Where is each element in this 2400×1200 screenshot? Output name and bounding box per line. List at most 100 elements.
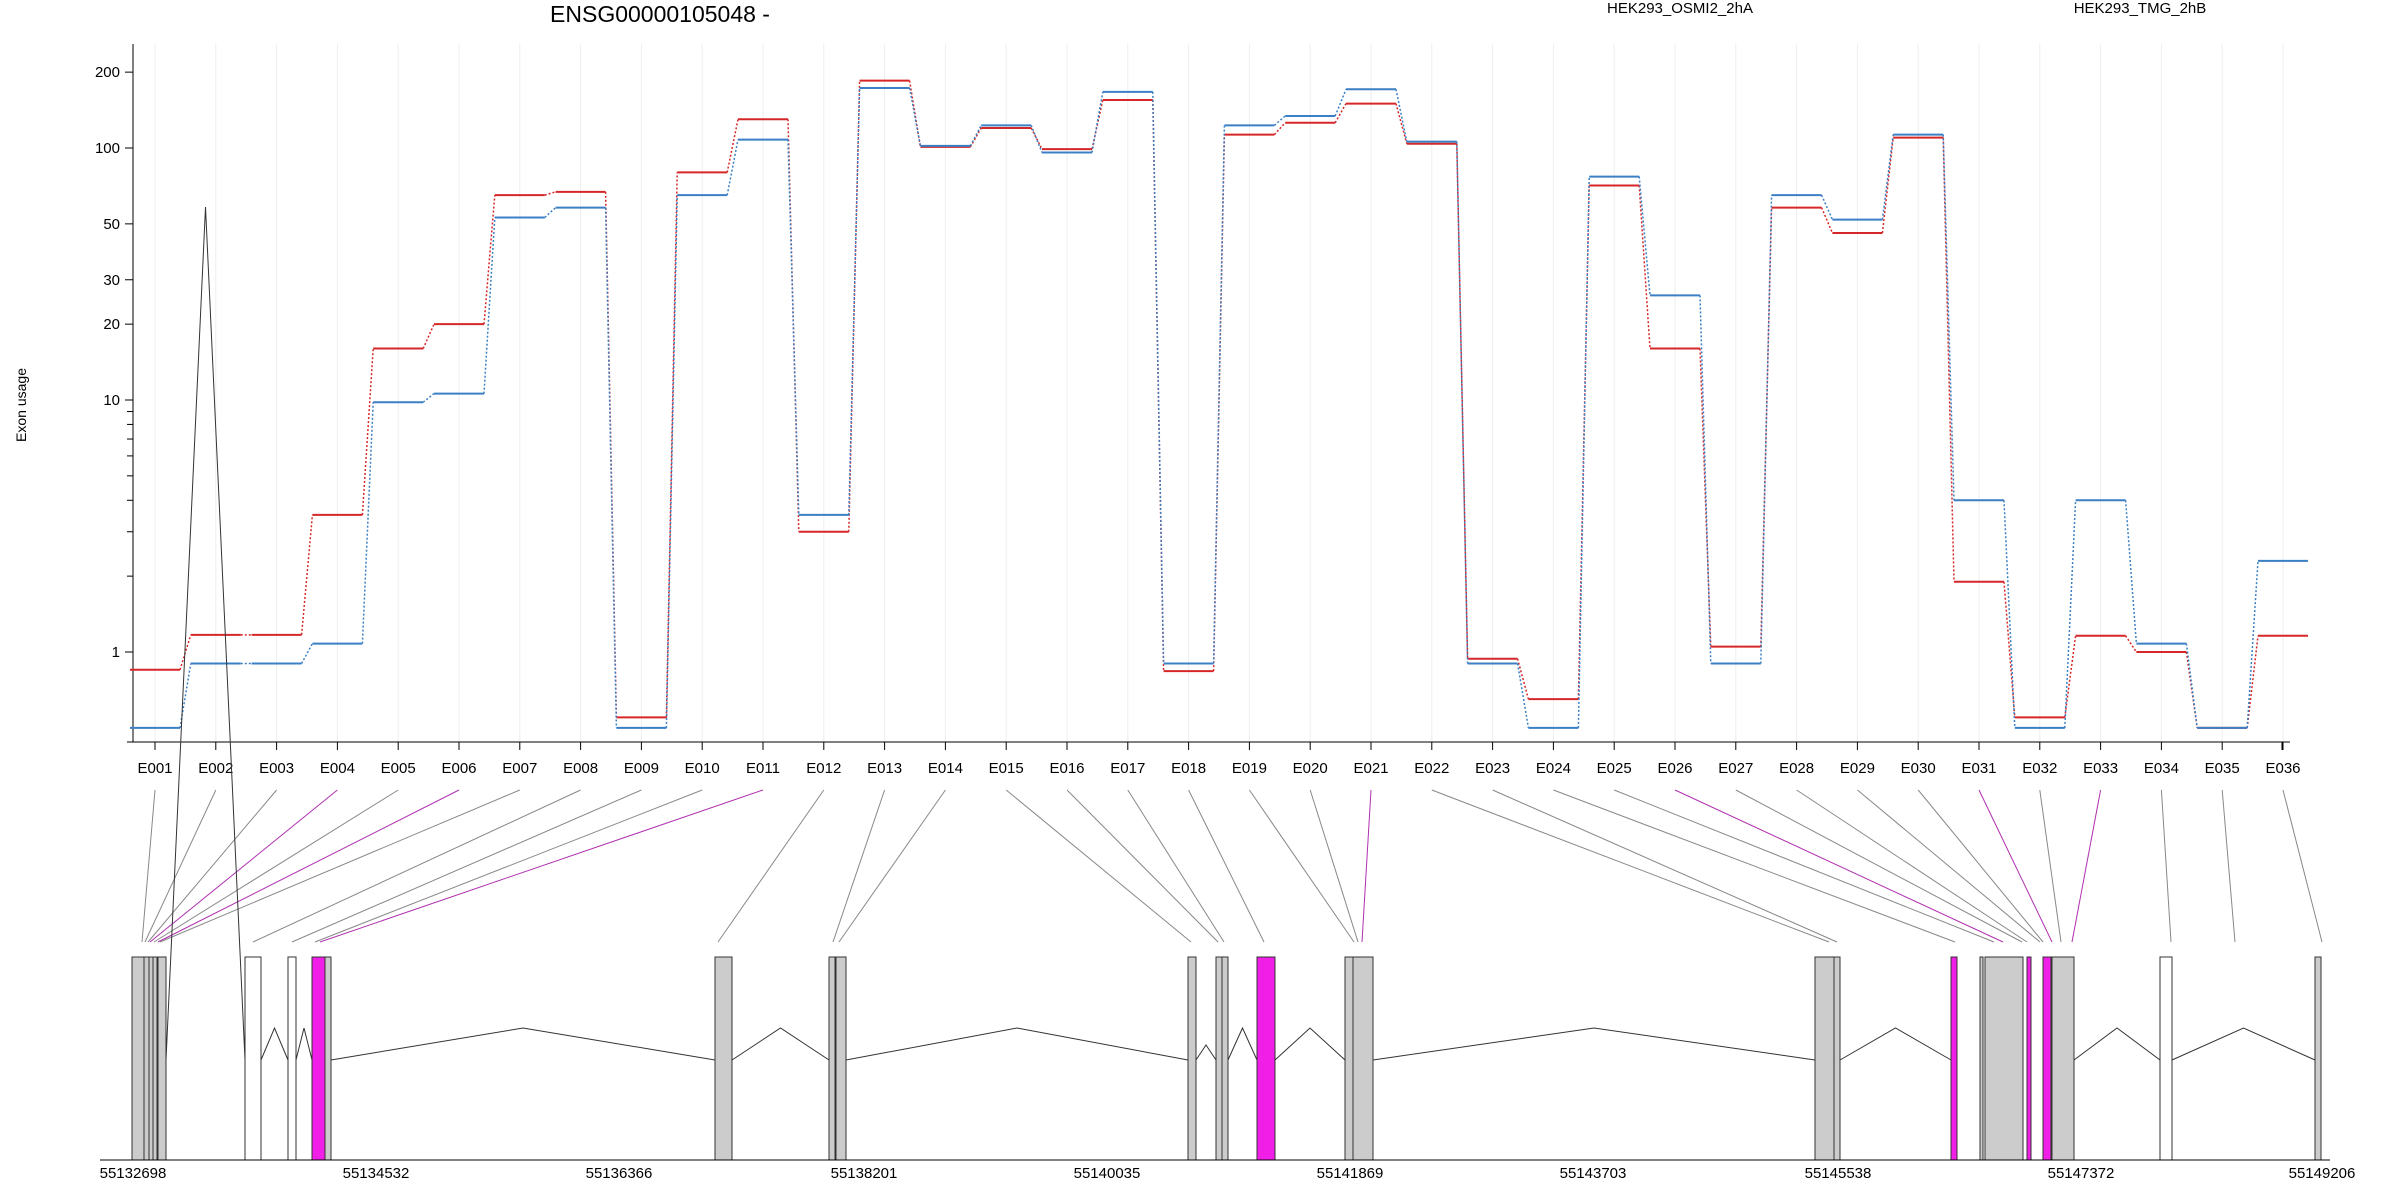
series0-connector-E034 (2185, 651, 2198, 728)
gene-intron-6 (845, 1027, 1189, 1061)
series1-connector-E021 (1395, 89, 1408, 142)
x-tick-label-E034: E034 (2144, 760, 2179, 777)
connector-E015 (1005, 789, 1192, 943)
gene-exon-box-28 (2314, 956, 2322, 1161)
series1-connector-E013 (908, 87, 922, 146)
connector-E003 (147, 789, 277, 943)
series1-connector-E018 (1212, 125, 1226, 664)
gene-exon-box-23 (1984, 956, 2024, 1161)
gene-intron-1 (165, 206, 246, 1061)
series1-connector-E026 (1699, 295, 1712, 664)
connector-E002 (144, 789, 217, 943)
series1-connector-E001 (179, 663, 192, 728)
gene-intron-10 (1372, 1027, 1816, 1061)
series1-connector-E003 (300, 643, 314, 664)
series0-connector-E006 (483, 195, 496, 325)
connector-E027 (1735, 789, 2023, 943)
gene-exon-box-17 (1344, 956, 1354, 1161)
connector-E011 (319, 789, 764, 943)
gene-exon-box-5 (157, 956, 167, 1161)
connector-E006 (157, 789, 460, 943)
connector-E004 (149, 789, 338, 943)
x-tick-label-E030: E030 (1901, 760, 1936, 777)
y-tick-label-10: 10 (103, 392, 120, 409)
connector-E023 (1492, 789, 1838, 943)
x-tick-label-E031: E031 (1961, 760, 1996, 777)
series1-connector-E019 (1273, 115, 1286, 126)
gene-exon-box-15 (1221, 956, 1229, 1161)
gene-exon-box-14 (1215, 956, 1223, 1161)
connector-E032 (2039, 789, 2062, 943)
genome-tick-label-55149206: 55149206 (2289, 1165, 2356, 1182)
genome-tick-label-55138201: 55138201 (831, 1165, 898, 1182)
connector-E022 (1431, 789, 1830, 943)
gene-intron-2 (260, 1026, 289, 1061)
series0-connector-E007 (544, 191, 556, 196)
x-tick-label-E018: E018 (1171, 760, 1206, 777)
series0-connector-E015 (1030, 127, 1043, 150)
x-tick-label-E010: E010 (685, 760, 720, 777)
series1-connector-E029 (1881, 134, 1894, 220)
gene-exon-box-27 (2159, 956, 2173, 1161)
gene-exon-box-22 (1979, 956, 1984, 1161)
series1-connector-E034 (2185, 643, 2198, 728)
series0-connector-E029 (1881, 137, 1894, 234)
x-tick-label-E017: E017 (1110, 760, 1145, 777)
series1-connector-E023 (1516, 663, 1530, 728)
x-tick-label-E027: E027 (1718, 760, 1753, 777)
gene-exon-box-26 (2051, 956, 2075, 1161)
connector-E009 (291, 789, 642, 943)
x-tick-label-E016: E016 (1049, 760, 1084, 777)
x-tick-label-E009: E009 (624, 760, 659, 777)
x-tick-label-E003: E003 (259, 760, 294, 777)
genome-axis-ticks: 55132698 55134532 55136366 55138201 55140035… (100, 1165, 2356, 1182)
connector-E026 (1674, 789, 2004, 943)
connector-E035 (2221, 789, 2236, 943)
series1-connector-E031 (2003, 500, 2016, 728)
series1-connector-E020 (1334, 89, 1347, 117)
x-tick-label-E008: E008 (563, 760, 598, 777)
connector-E017 (1127, 789, 1225, 943)
gene-exon-box-6 (244, 956, 262, 1161)
series0-connector-E020 (1334, 103, 1347, 124)
x-tick-label-E005: E005 (381, 760, 416, 777)
series1-connector-E030 (1942, 134, 1955, 501)
series1-connector-E012 (848, 87, 861, 515)
x-tick-label-E012: E012 (806, 760, 841, 777)
series1-connector-E008 (604, 207, 618, 728)
y-axis-ticks: 1 10 20 30 50 100 200 (95, 64, 133, 743)
series1-connector-E011 (787, 139, 800, 515)
series1-connector-E028 (1820, 194, 1834, 220)
x-tick-label-E014: E014 (928, 760, 963, 777)
gene-intron-7 (1195, 1044, 1217, 1061)
series0-connector-E023 (1516, 658, 1530, 700)
genome-tick-label-55143703: 55143703 (1560, 1165, 1627, 1182)
gene-intron-4 (330, 1027, 716, 1061)
x-tick-label-E022: E022 (1414, 760, 1449, 777)
connector-E019 (1248, 789, 1355, 943)
series0-connector-E009 (665, 172, 678, 718)
genome-tick-label-55136366: 55136366 (586, 1165, 653, 1182)
series0-connector-E010 (726, 119, 739, 173)
series0-connector-E027 (1760, 207, 1773, 647)
x-tick-label-E025: E025 (1597, 760, 1632, 777)
legend-entry-tmg: HEK293_TMG_2hB (2074, 0, 2207, 17)
connector-E016 (1066, 789, 1219, 943)
series1-connector-E005 (422, 393, 435, 403)
y-tick-label-20: 20 (103, 316, 120, 333)
gene-exon-box-24 (2026, 956, 2032, 1161)
series0-connector-E019 (1273, 122, 1286, 136)
gene-intron-8 (1227, 1026, 1258, 1061)
x-tick-label-E020: E020 (1293, 760, 1328, 777)
x-tick-label-E024: E024 (1536, 760, 1571, 777)
genome-tick-label-55145538: 55145538 (1805, 1165, 1872, 1182)
series1-connector-E032 (2064, 500, 2077, 728)
connector-E020 (1309, 789, 1359, 943)
gene-intron-3 (295, 1027, 313, 1061)
series0-connector-E028 (1820, 207, 1834, 234)
y-tick-label-100: 100 (95, 140, 120, 157)
series1-connector-E016 (1091, 91, 1104, 153)
connector-E029 (1857, 789, 2041, 943)
y-tick-label-50: 50 (103, 216, 120, 233)
gene-exon-box-12 (835, 956, 847, 1161)
